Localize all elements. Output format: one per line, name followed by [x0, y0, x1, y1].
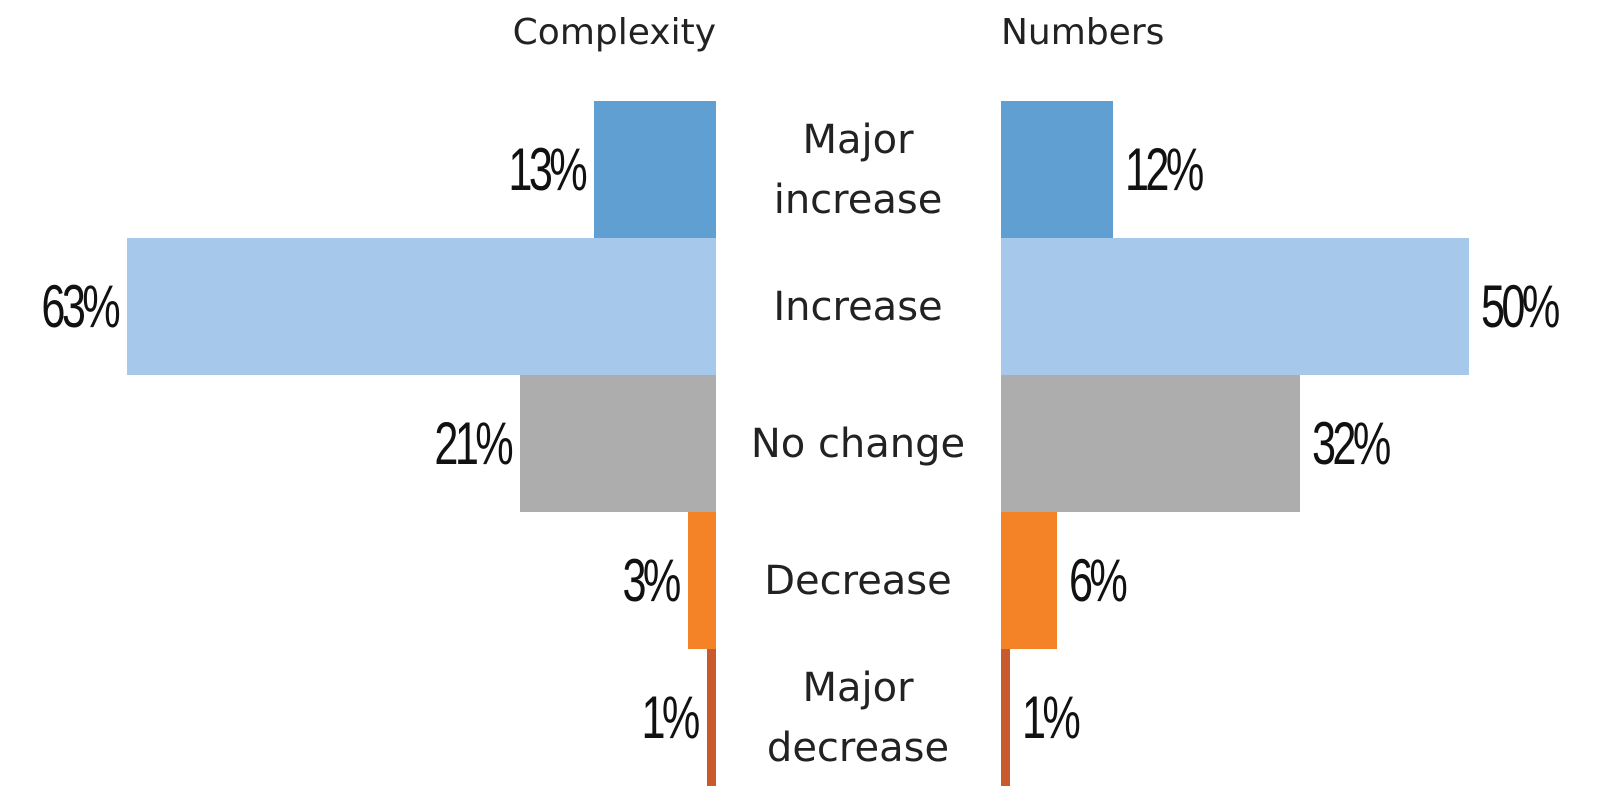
value-label: 21% — [433, 409, 513, 477]
category-label: No change — [750, 420, 966, 467]
category-label: Decrease — [764, 557, 952, 604]
bar — [1001, 512, 1058, 649]
series-title: Numbers — [1001, 12, 1165, 53]
value-label: 12% — [1125, 135, 1204, 203]
value-label: 1% — [1022, 683, 1081, 751]
value-label: 3% — [622, 546, 682, 614]
value-label: 6% — [1069, 546, 1128, 614]
bar — [126, 238, 716, 375]
bar — [706, 649, 716, 786]
value-label: 63% — [41, 272, 120, 340]
value-label: 13% — [508, 135, 588, 203]
bar — [1001, 101, 1114, 238]
bar — [1001, 649, 1011, 786]
value-label: 1% — [641, 683, 700, 751]
category-label: Major decrease — [766, 664, 950, 771]
bar — [687, 512, 716, 649]
bar — [594, 101, 716, 238]
bar — [1001, 375, 1301, 512]
value-label: 50% — [1480, 272, 1560, 340]
series-title: Complexity — [512, 12, 716, 53]
bar — [1001, 238, 1469, 375]
value-label: 32% — [1312, 409, 1391, 477]
category-label: Major increase — [773, 116, 943, 223]
bar — [519, 375, 716, 512]
category-label: Increase — [773, 283, 943, 330]
